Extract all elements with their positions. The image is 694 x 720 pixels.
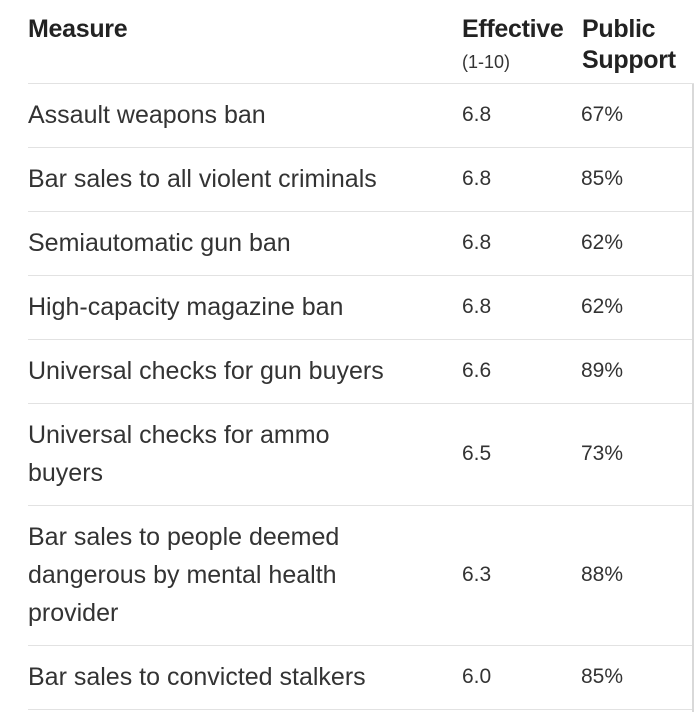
- support-cell: 88%: [581, 563, 624, 586]
- effective-cell: 6.8: [462, 167, 492, 190]
- measure-cell: Semiautomatic gun ban: [28, 229, 291, 257]
- effective-cell: 6.8: [462, 103, 492, 126]
- effective-cell: 6.3: [462, 563, 492, 586]
- support-cell: 89%: [581, 359, 624, 382]
- scroll-edge-divider: [692, 84, 694, 712]
- header-effective-scale: (1-10): [462, 52, 511, 72]
- header-measure: Measure: [28, 15, 128, 43]
- effective-cell: 6.6: [462, 359, 492, 382]
- effective-cell: 6.5: [462, 442, 492, 465]
- table-row: Bar sales to all violent criminals 6.8 8…: [28, 148, 694, 212]
- table-row: Assault weapons ban 6.8 67%: [28, 84, 694, 148]
- support-cell: 62%: [581, 295, 624, 318]
- header-effective: Effective: [462, 15, 564, 43]
- measure-cell: Bar sales to people deemed dangerous by …: [28, 523, 340, 627]
- effective-cell: 6.0: [462, 665, 492, 688]
- support-cell: 62%: [581, 231, 624, 254]
- support-cell: 85%: [581, 167, 624, 190]
- table-row: Semiautomatic gun ban 6.8 62%: [28, 212, 694, 276]
- measure-cell: Universal checks for gun buyers: [28, 357, 384, 385]
- table-row: Universal checks for ammo buyers 6.5 73%: [28, 404, 694, 506]
- support-cell: 85%: [581, 665, 624, 688]
- measure-cell: Universal checks for ammo buyers: [28, 421, 330, 487]
- policy-table: Measure Effective (1-10) Public Support …: [28, 0, 694, 710]
- table-row: Bar sales to convicted stalkers 6.0 85%: [28, 646, 694, 710]
- measure-cell: Assault weapons ban: [28, 101, 266, 129]
- header-public-support: Public Support: [582, 15, 676, 74]
- table-row: Universal checks for gun buyers 6.6 89%: [28, 340, 694, 404]
- table-row: Bar sales to people deemed dangerous by …: [28, 506, 694, 646]
- support-cell: 73%: [581, 442, 624, 465]
- effective-cell: 6.8: [462, 295, 492, 318]
- table-row: High-capacity magazine ban 6.8 62%: [28, 276, 694, 340]
- measure-cell: High-capacity magazine ban: [28, 293, 344, 321]
- measure-cell: Bar sales to all violent criminals: [28, 165, 377, 193]
- measure-cell: Bar sales to convicted stalkers: [28, 663, 366, 691]
- table-header: Measure Effective (1-10) Public Support: [28, 0, 694, 84]
- effective-cell: 6.8: [462, 231, 492, 254]
- support-cell: 67%: [581, 103, 624, 126]
